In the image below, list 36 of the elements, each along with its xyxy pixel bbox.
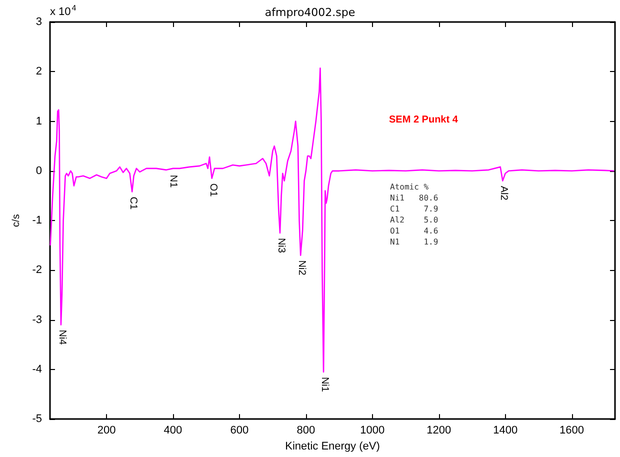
y-axis-title: c/s [10,214,22,227]
annotation: C1 7.9 [390,204,438,214]
annotation: O1 [207,183,218,198]
annotation: N1 [167,174,178,188]
x-tick-label: 1200 [426,424,452,437]
x-axis-title: Kinetic Energy (eV) [285,440,380,452]
annotation: Ni4 [56,330,68,346]
y-tick-label: 3 [36,16,42,28]
annotation: Ni2 [296,260,308,276]
y-tick-label: -5 [32,413,42,426]
annotation: Ni1 [319,376,330,392]
x-tick-label: 400 [164,424,182,437]
annotation: Ni1 80.6 [390,194,438,202]
chart-title: afmpro4002.spe [264,6,356,19]
x-tick-label: 1400 [493,424,518,437]
y-tick-label: -1 [32,214,42,227]
annotation: SEM 2 Punkt 4 [389,114,458,126]
y-tick-label: -2 [32,264,42,276]
y-tick-label: -4 [32,363,42,376]
annotation: Atomic % [390,182,429,192]
annotation: O1 4.6 [390,226,438,236]
y-tick-label: 0 [36,164,42,177]
x-tick-label: 600 [230,424,249,437]
annotation: Al2 [498,186,510,201]
y-tick-label: 2 [36,66,42,78]
y-tick-label: -3 [32,314,42,326]
y-tick-label: 1 [36,115,42,128]
x-tick-label: 1600 [560,424,584,437]
annotation: Al2 5.0 [390,216,438,224]
x-tick-label: 1000 [360,424,385,437]
x-tick-label: 800 [296,424,316,437]
line-series [50,68,615,373]
annotation: N1 1.9 [390,238,438,246]
x-tick-label: 200 [97,424,116,437]
annotation: C1 [128,196,139,210]
annotation: Ni3 [275,238,286,254]
